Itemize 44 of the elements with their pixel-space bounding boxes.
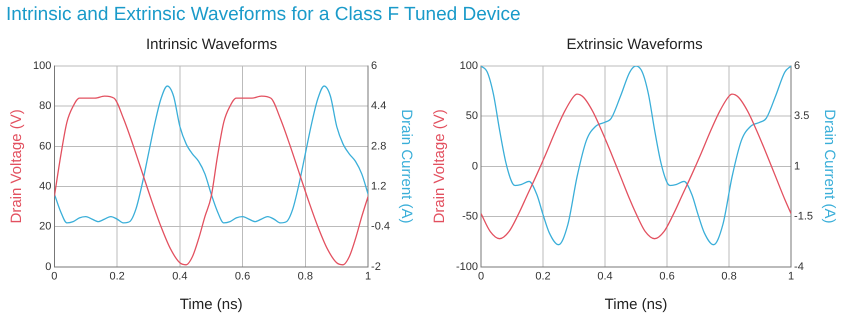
y2-axis-title: Drain Current (A): [398, 109, 415, 224]
y-tick-label: -100: [456, 260, 478, 273]
x-tick-label: 1: [364, 270, 372, 282]
y-axis-title: Drain Voltage (V): [431, 109, 448, 224]
y2-tick-label: 1: [794, 160, 800, 172]
y-tick-label: 40: [39, 180, 52, 193]
x-tick-label: 0.8: [298, 270, 313, 282]
y2-tick-label: 6: [371, 60, 378, 72]
y2-tick-label: 4.4: [371, 100, 386, 112]
x-tick-label: 0.4: [172, 270, 188, 282]
y-tick-label: 100: [460, 60, 478, 72]
x-tick-label: 0.6: [659, 270, 675, 282]
y2-tick-label: 1.2: [371, 180, 386, 193]
y2-tick-label: 6: [794, 60, 800, 72]
y2-tick-label: -0.4: [371, 220, 390, 233]
y-tick-label: 60: [39, 140, 52, 152]
chart-title: Extrinsic Waveforms: [566, 36, 703, 54]
x-axis-title: Time (ns): [180, 296, 243, 314]
x-tick-label: 0.2: [535, 270, 551, 282]
chart-title: Intrinsic Waveforms: [146, 36, 278, 54]
y2-tick-label: 3.5: [794, 110, 810, 122]
y-tick-label: 0: [472, 160, 478, 172]
y-tick-label: 80: [39, 100, 52, 112]
line-series: [481, 66, 792, 246]
y-tick-label: 20: [39, 220, 52, 233]
y2-tick-label: -4: [794, 260, 804, 273]
y2-axis-title: Drain Current (A): [820, 109, 838, 224]
line-series: [54, 85, 368, 224]
x-tick-label: 0.6: [234, 270, 250, 282]
y-tick-label: -50: [462, 210, 478, 223]
x-tick-label: 0.2: [109, 270, 125, 282]
y2-tick-label: -2: [371, 260, 381, 273]
x-axis-title: Time (ns): [604, 296, 668, 314]
y2-tick-label: -1.5: [794, 210, 814, 223]
x-tick-label: 0.4: [597, 270, 613, 282]
y-tick-label: 50: [466, 110, 478, 122]
y-tick-label: 100: [32, 60, 52, 72]
y2-tick-label: 2.8: [371, 140, 386, 152]
y-axis-title: Drain Voltage (V): [8, 109, 26, 224]
text: Intrinsic and Extrinsic Waveforms for a Class F Tuned Device: [6, 4, 522, 26]
x-tick-label: 0.8: [721, 270, 737, 282]
line-series: [481, 93, 792, 240]
x-tick-label: 1: [788, 270, 794, 282]
y-tick-label: 0: [45, 260, 52, 273]
